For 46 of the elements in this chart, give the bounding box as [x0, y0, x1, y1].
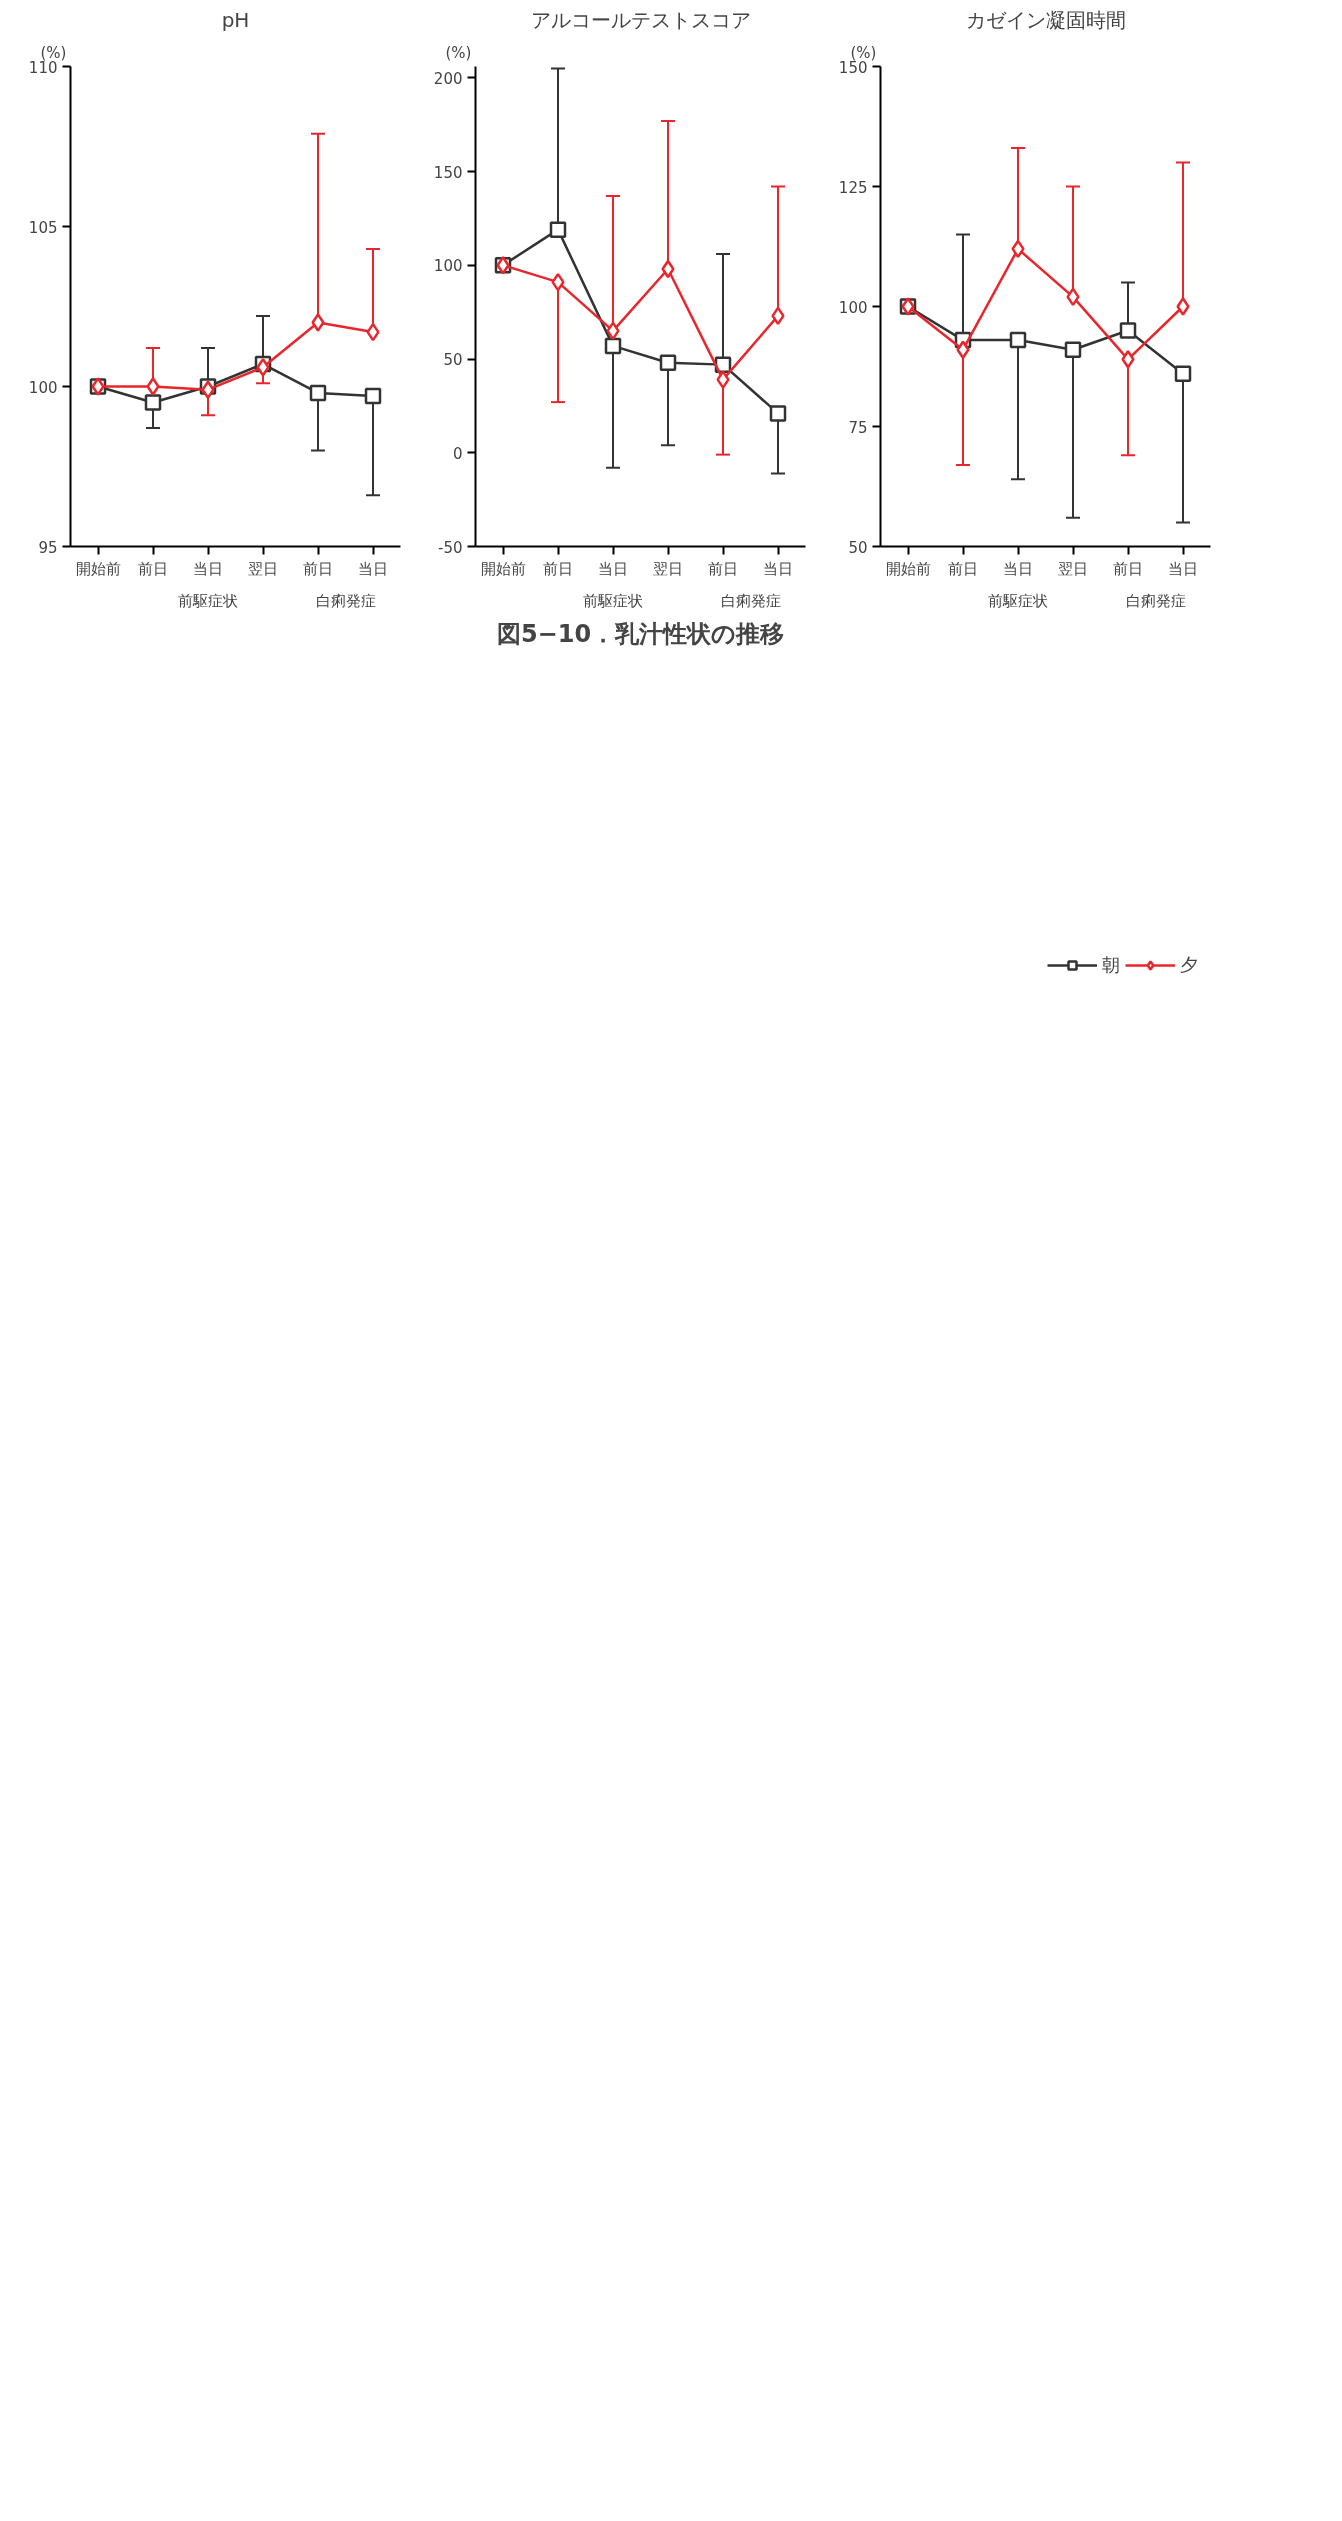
x-tick-label: 開始前: [885, 559, 931, 578]
y-axis-title: (%): [445, 43, 472, 62]
x-tick-label: 前日: [948, 559, 978, 578]
text: 前駆症状: [583, 591, 643, 610]
x-tick-label: 当日: [598, 559, 628, 578]
y-tick-label: 200: [433, 69, 463, 88]
y-tick-label: 125: [838, 178, 868, 197]
y-tick-label: 0: [452, 444, 463, 463]
x-tick-label: 翌日: [1058, 559, 1088, 578]
legend-label: 朝: [1102, 952, 1121, 977]
x-tick-label: 開始前: [480, 559, 526, 578]
y-tick-label: 150: [433, 163, 463, 182]
caption: 図5−10．乳汁性状の推移: [496, 619, 785, 648]
chart-title: カゼイン凝固時間: [965, 7, 1126, 32]
text: 前駆症状: [988, 591, 1048, 610]
y-tick-label: 100: [838, 298, 868, 317]
text: 白痢発症: [1125, 591, 1186, 610]
y-tick-label: 105: [28, 218, 58, 237]
x-tick-label: 当日: [1003, 559, 1033, 578]
x-tick-label: 前日: [1113, 559, 1143, 578]
x-tick-label: 前日: [543, 559, 573, 578]
chart-title: pH: [221, 7, 250, 32]
y-tick-label: 50: [443, 351, 463, 369]
x-tick-label: 当日: [358, 559, 388, 578]
text: 白痢発症: [720, 591, 781, 610]
x-tick-label: 翌日: [653, 559, 683, 578]
x-tick-label: 前日: [303, 559, 333, 578]
y-tick-label: -50: [438, 538, 463, 557]
x-tick-label: 前日: [708, 559, 738, 578]
y-tick-label: 95: [38, 538, 58, 557]
x-tick-label: 当日: [763, 559, 793, 578]
chart-title: アルコールテストスコア: [530, 7, 751, 32]
y-tick-label: 100: [433, 257, 463, 276]
text: 白痢発症: [315, 591, 376, 610]
y-tick-label: 100: [28, 378, 58, 397]
x-tick-label: 前日: [138, 559, 168, 578]
y-tick-label: 75: [848, 418, 868, 437]
legend-label: 夕: [1180, 952, 1199, 977]
x-tick-label: 翌日: [248, 559, 278, 578]
x-tick-label: 当日: [1168, 559, 1198, 578]
x-tick-label: 開始前: [75, 559, 121, 578]
y-axis-title: (%): [850, 43, 877, 62]
text: 前駆症状: [178, 591, 238, 610]
y-tick-label: 50: [848, 538, 868, 557]
y-axis-title: (%): [40, 43, 67, 62]
x-tick-label: 当日: [193, 559, 223, 578]
